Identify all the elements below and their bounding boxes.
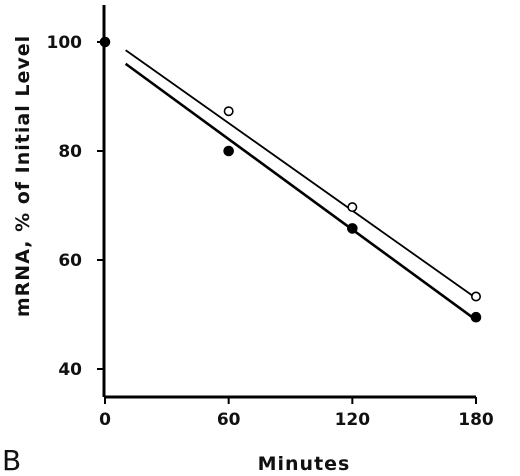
x-tick-label: 180	[458, 410, 494, 430]
x-tick-label: 60	[217, 410, 241, 430]
y-ticks: 40 60 80 100	[47, 33, 104, 380]
series-2-fit-line	[125, 49, 477, 299]
x-axis-title: Minutes	[258, 453, 351, 475]
y-tick-label: 60	[58, 251, 82, 271]
x-tick-label: 0	[99, 410, 111, 430]
panel-label: B	[2, 444, 21, 476]
y-axis-title: mRNA, % of Initial Level	[12, 35, 34, 317]
y-tick-label: 40	[58, 360, 82, 380]
x-tick-label: 120	[335, 410, 371, 430]
filled-data-point	[347, 223, 358, 234]
filled-data-point	[470, 311, 482, 323]
open-data-point	[347, 202, 358, 213]
fit-lines	[124, 49, 477, 321]
open-data-point	[470, 291, 481, 302]
filled-data-point	[223, 145, 234, 157]
y-tick-label: 100	[47, 33, 83, 53]
open-data-point	[223, 106, 234, 117]
series-1-fit-line	[124, 62, 477, 321]
y-tick-label: 80	[58, 142, 82, 162]
x-ticks: 0 60 120 180	[99, 397, 494, 430]
data-points	[99, 36, 482, 323]
